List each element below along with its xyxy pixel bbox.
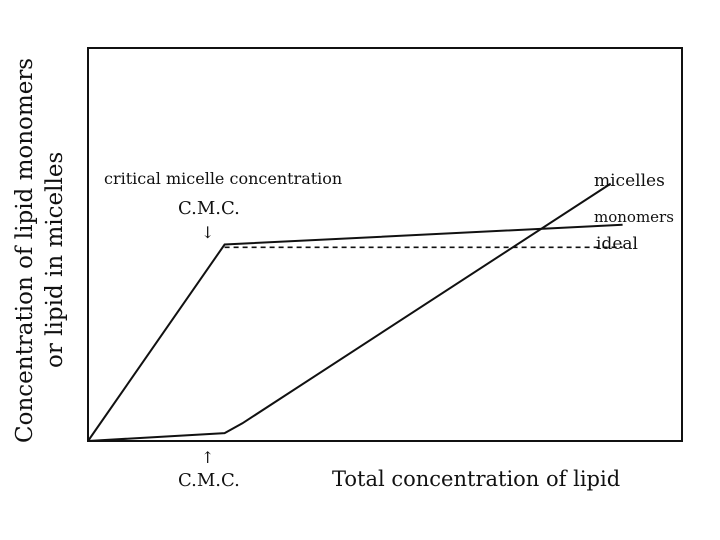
annotation-cmc-top: C.M.C. (178, 198, 240, 219)
series-label-monomers: monomers (594, 208, 674, 226)
plot-frame (87, 47, 683, 442)
series-label-ideal: ideal (596, 234, 638, 254)
y-axis-label-line2: or lipid in micelles (42, 152, 68, 368)
arrow-up-icon: ↑ (201, 448, 214, 467)
series-line-monomers (87, 223, 623, 442)
series-layer (87, 182, 623, 442)
arrow-down-icon: ↓ (201, 223, 214, 242)
series-label-micelles: micelles (594, 171, 665, 191)
x-axis-label: Total concentration of lipid (332, 467, 620, 491)
annotation-critical-micelle-concentration: critical micelle concentration (104, 169, 342, 188)
y-axis-label-line1: Concentration of lipid monomers (12, 58, 38, 443)
series-line-micelles (87, 182, 612, 442)
annotation-cmc-bottom: C.M.C. (178, 470, 240, 491)
